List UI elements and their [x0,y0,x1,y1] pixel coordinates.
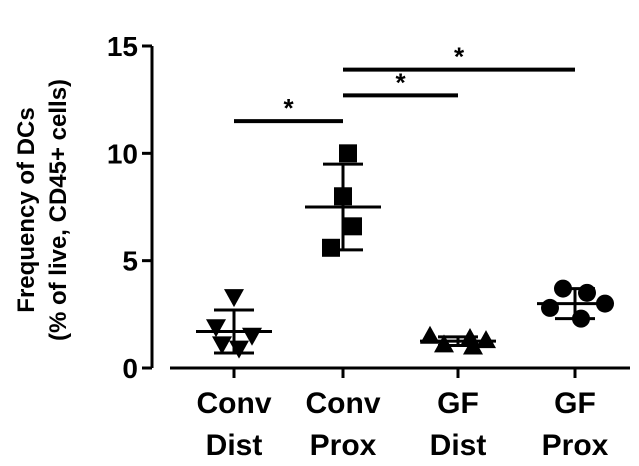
y-axis-title: Frequency of DCs (% of live, CD45+ cells… [13,79,72,341]
significance-star: * [283,93,294,123]
mean-sd-bars [196,162,613,355]
significance-star: * [395,67,406,97]
x-category-label-line-1: GF [437,387,479,420]
y-axis-title-line-2: (% of live, CD45+ cells) [45,79,72,341]
significance-star: * [454,42,465,72]
data-point-circle [578,283,596,302]
data-point-triangle-up [420,325,440,344]
x-category-label-line-2: Dist [430,429,487,462]
y-axis-ticks: 0 5 10 15 [107,31,152,384]
data-point-triangle-up [476,330,496,349]
y-tick-label: 0 [122,353,138,384]
x-category-label-line-2: Prox [310,429,377,462]
axes [150,46,630,370]
data-point-triangle-down [212,336,232,355]
data-point-circle [541,298,559,317]
data-point-triangle-up [434,334,454,353]
x-category-label-line-1: Conv [306,387,381,420]
y-axis-title-line-1: Frequency of DCs [13,107,40,312]
significance-brackets: * * * [234,42,575,124]
x-category-label-line-1: GF [554,387,596,420]
y-tick-label: 15 [107,31,138,62]
y-tick-label: 10 [107,138,138,169]
y-tick-label: 5 [122,246,138,277]
x-category-label-line-2: Prox [542,429,609,462]
data-point-square [339,144,357,163]
data-point-triangle-down [224,289,244,308]
x-axis-categories: Conv Dist Conv Prox GF Dist GF Prox [197,368,609,462]
x-category-label-line-1: Conv [197,387,272,420]
x-category-label-line-2: Dist [206,429,263,462]
data-point-square [344,217,362,236]
data-point-triangle-down [229,340,249,359]
data-point-square [322,238,340,257]
data-points [206,144,614,359]
data-point-triangle-down [206,319,226,338]
